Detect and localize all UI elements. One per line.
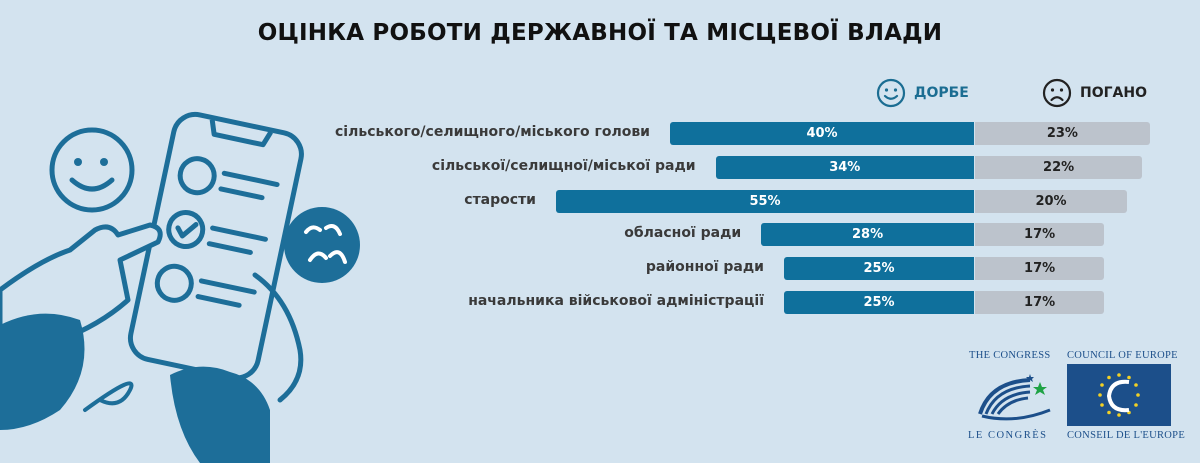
chart-title: ОЦІНКА РОБОТИ ДЕРЖАВНОЇ ТА МІСЦЕВОЇ ВЛАД… [257,20,943,46]
bar-bad: 17% [975,223,1105,246]
bar-good: 28% [761,223,974,246]
category-label: старости [464,192,536,208]
happy-face-icon [49,127,135,213]
category-label: сільського/селищного/міського голови [335,124,650,140]
congress-logo [978,374,1051,421]
sad-face-icon [1042,78,1072,108]
bar-bad: 17% [975,257,1105,280]
coe-logo-bottom: CONSEIL DE L'EUROPE [1067,430,1186,441]
bar-good: 55% [556,190,974,213]
coe-logo [1067,364,1171,426]
category-label: начальника військової адміністрації [468,293,764,309]
bar-good: 40% [670,122,974,145]
congress-logo-top: THE CONGRESS [969,350,1051,361]
bar-bad: 22% [975,156,1143,179]
legend-bad: ПОГАНО [1042,78,1147,108]
bar-good: 25% [784,257,974,280]
bar-good: 34% [715,156,974,179]
legend-bad-label: ПОГАНО [1080,85,1147,101]
legend-good: ДОРБЕ [876,78,969,108]
category-label: обласної ради [624,225,742,241]
bar-bad: 20% [975,190,1127,213]
bar-good: 25% [784,291,974,314]
smile-icon [876,78,906,108]
legend-good-label: ДОРБЕ [914,85,969,101]
bar-bad: 23% [975,122,1150,145]
category-label: сільської/селищної/міської ради [431,158,696,174]
survey-illustration [0,111,360,463]
category-label: районної ради [645,259,764,275]
worried-face-icon [284,207,360,283]
congress-logo-bottom: LE CONGRÈS [968,430,1048,441]
bar-bad: 17% [975,291,1105,314]
coe-logo-top: COUNCIL OF EUROPE [1067,350,1178,361]
